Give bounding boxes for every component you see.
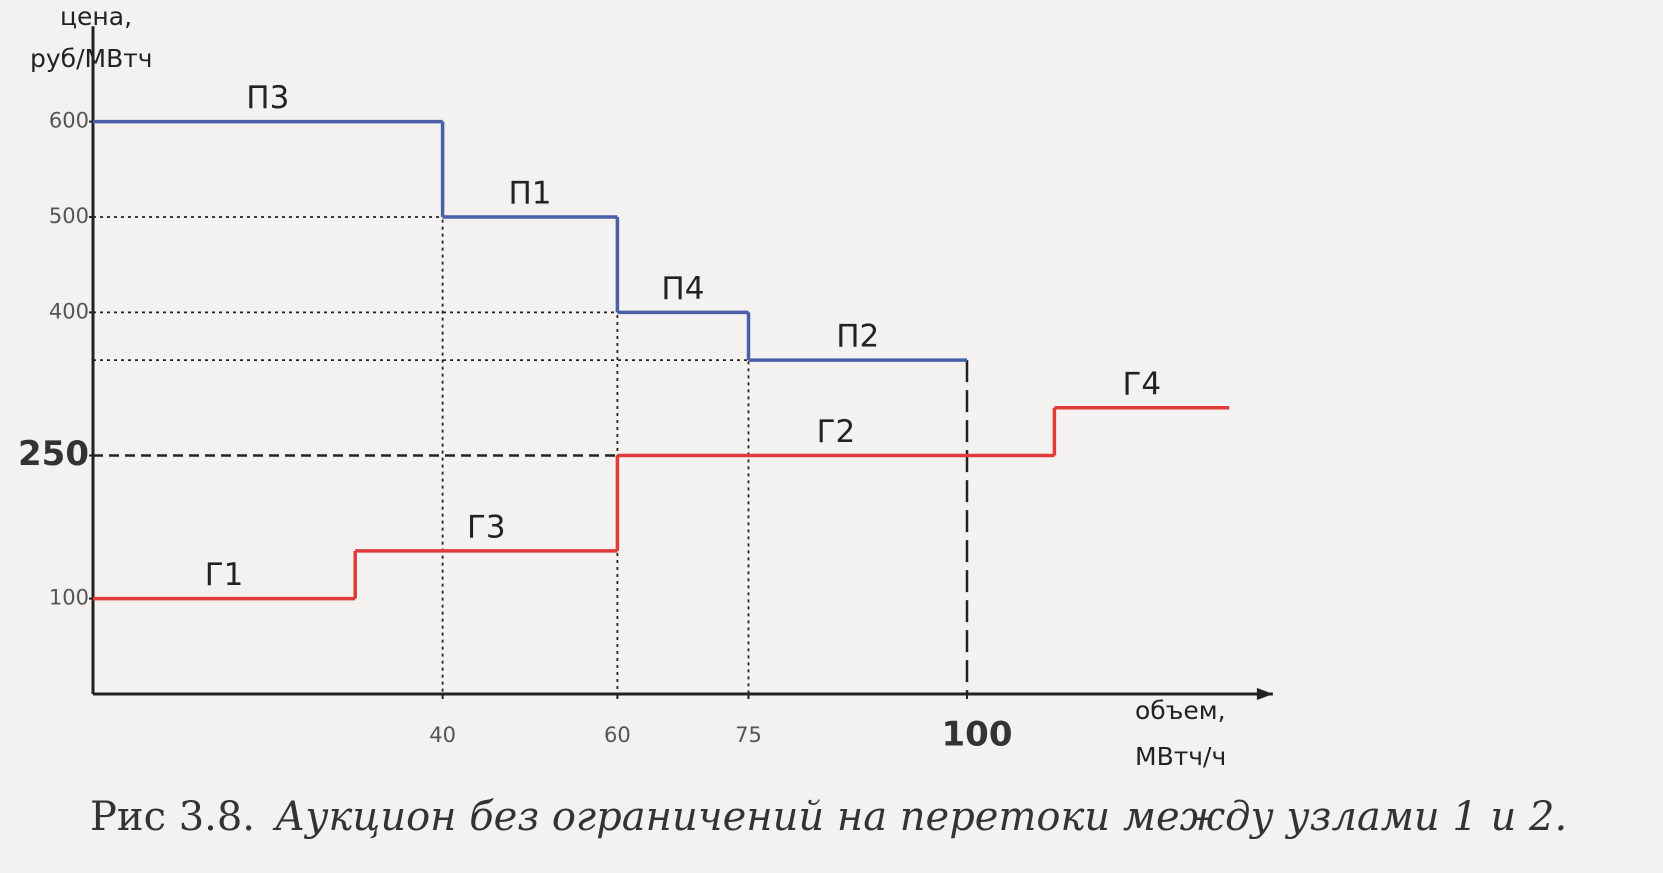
step-label: П1: [508, 176, 551, 212]
caption: Рис 3.8. Аукцион без ограничений на перет…: [90, 794, 1567, 840]
y-tick-label: 500: [49, 204, 89, 228]
y-tick-label: 250: [18, 434, 89, 474]
y-tick-label: 100: [49, 586, 89, 610]
figure-number: Рис 3.8.: [90, 794, 255, 840]
step-label: Г2: [817, 414, 856, 450]
x-tick-label: 75: [735, 723, 762, 747]
y-tick-label: 400: [49, 299, 89, 323]
step-label: Г1: [205, 557, 244, 593]
y-axis-label: руб/МВтч: [30, 44, 153, 73]
x-tick-label: 60: [604, 723, 631, 747]
x-tick-label: 100: [942, 715, 1013, 755]
step-label: П3: [246, 80, 289, 116]
step-label: П2: [836, 319, 879, 355]
y-axis-label: цена,: [60, 2, 132, 31]
step-label: Г3: [467, 509, 506, 545]
x-axis-label: объем,: [1135, 696, 1226, 725]
caption-text: Аукцион без ограничений на перетоки межд…: [272, 794, 1567, 840]
y-tick-label: 600: [49, 109, 89, 133]
step-label: Г4: [1122, 366, 1161, 402]
x-tick-label: 40: [429, 723, 456, 747]
x-axis-label: МВтч/ч: [1135, 742, 1226, 771]
step-label: П4: [661, 271, 704, 307]
x-axis-arrow: [1256, 688, 1273, 700]
